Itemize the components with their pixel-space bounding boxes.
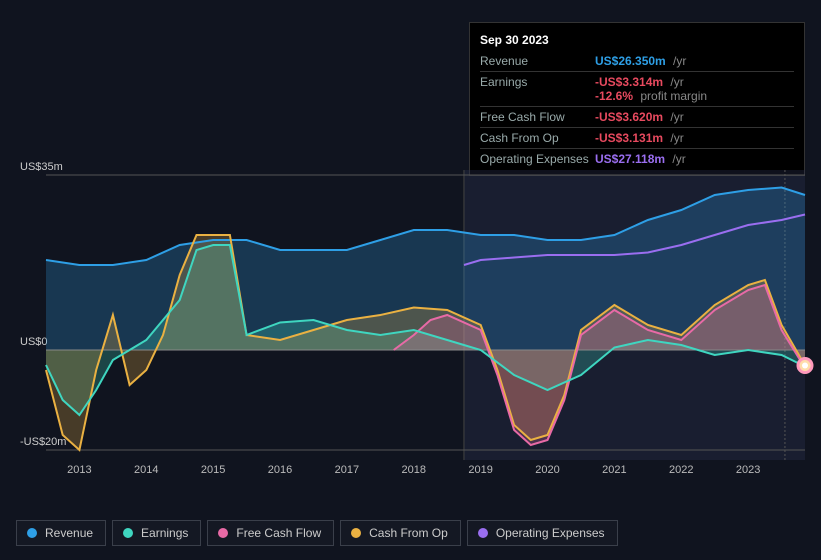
financials-chart[interactable]: US$35mUS$0-US$20m 2013201420152016201720… [16,160,805,480]
legend-label: Free Cash Flow [236,526,321,540]
x-axis-label: 2019 [468,464,492,476]
legend-item-revenue[interactable]: Revenue [16,520,106,546]
chart-plot-area [46,170,805,460]
tooltip-row: Cash From Op-US$3.131m /yr [480,128,794,149]
tooltip-row-value: US$26.350m /yr [595,51,794,72]
x-axis-label: 2013 [67,464,91,476]
tooltip-row-value: -US$3.314m /yr-12.6% profit margin [595,72,794,107]
tooltip-row-label: Revenue [480,51,595,72]
tooltip-row: RevenueUS$26.350m /yr [480,51,794,72]
tooltip-row-label: Cash From Op [480,128,595,149]
legend-label: Cash From Op [369,526,448,540]
legend-label: Operating Expenses [496,526,605,540]
legend-label: Revenue [45,526,93,540]
tooltip-row-value: -US$3.620m /yr [595,107,794,128]
tooltip-row: Earnings-US$3.314m /yr-12.6% profit marg… [480,72,794,107]
x-axis-label: 2016 [268,464,292,476]
x-axis-label: 2015 [201,464,225,476]
legend-item-opex[interactable]: Operating Expenses [467,520,618,546]
legend-dot [123,528,133,538]
x-axis-label: 2023 [736,464,760,476]
legend-dot [478,528,488,538]
x-axis-label: 2021 [602,464,626,476]
legend-dot [27,528,37,538]
x-axis-label: 2014 [134,464,158,476]
tooltip-row-label: Free Cash Flow [480,107,595,128]
legend-item-cfo[interactable]: Cash From Op [340,520,461,546]
legend-label: Earnings [141,526,188,540]
tooltip-row: Free Cash Flow-US$3.620m /yr [480,107,794,128]
x-axis-label: 2020 [535,464,559,476]
legend-dot [351,528,361,538]
summary-tooltip: Sep 30 2023 RevenueUS$26.350m /yrEarning… [469,22,805,176]
tooltip-row-label: Earnings [480,72,595,107]
chart-legend: Revenue Earnings Free Cash Flow Cash From O… [16,520,618,546]
x-axis-labels: 2013 2014 2015 2016 2017 2018 2019 2020 2021 2022… [46,464,805,480]
x-axis-label: 2017 [335,464,359,476]
tooltip-date: Sep 30 2023 [480,29,794,51]
legend-item-earnings[interactable]: Earnings [112,520,201,546]
x-axis-label: 2022 [669,464,693,476]
y-axis-label: US$0 [20,336,48,348]
tooltip-table: RevenueUS$26.350m /yrEarnings-US$3.314m … [480,51,794,169]
tooltip-row-value: -US$3.131m /yr [595,128,794,149]
x-axis-label: 2018 [402,464,426,476]
legend-dot [218,528,228,538]
legend-item-fcf[interactable]: Free Cash Flow [207,520,334,546]
